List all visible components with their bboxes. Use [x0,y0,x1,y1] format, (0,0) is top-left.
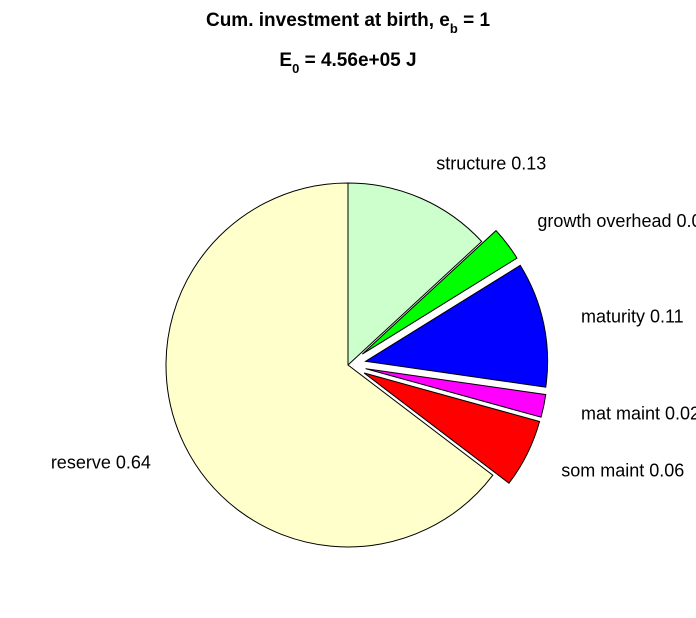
pie-slice-structure [347,182,483,367]
pie-labels: structure 0.13 growth overhead 0.03 maturi… [51,153,696,480]
pie-slice-growth-overhead [361,229,518,355]
slice-label-som-maint: som maint 0.06 [561,461,684,481]
pie-slices [165,182,549,548]
slice-label-structure: structure 0.13 [436,153,546,173]
chart-title-line2: E0 = 4.56e+05 J [279,50,416,76]
slice-label-reserve: reserve 0.64 [51,453,151,473]
chart-title-line1: Cum. investment at birth, eb = 1 [206,10,490,36]
pie-slice-mat-maint [365,368,547,418]
slice-label-maturity: maturity 0.11 [581,306,684,326]
pie-slice-reserve [165,182,494,548]
pie-slice-som-maint [363,372,541,484]
slice-label-growth-overhead: growth overhead 0.03 [537,211,696,231]
slice-label-mat-maint: mat maint 0.02 [581,404,696,424]
pie-slice-maturity [364,264,549,388]
